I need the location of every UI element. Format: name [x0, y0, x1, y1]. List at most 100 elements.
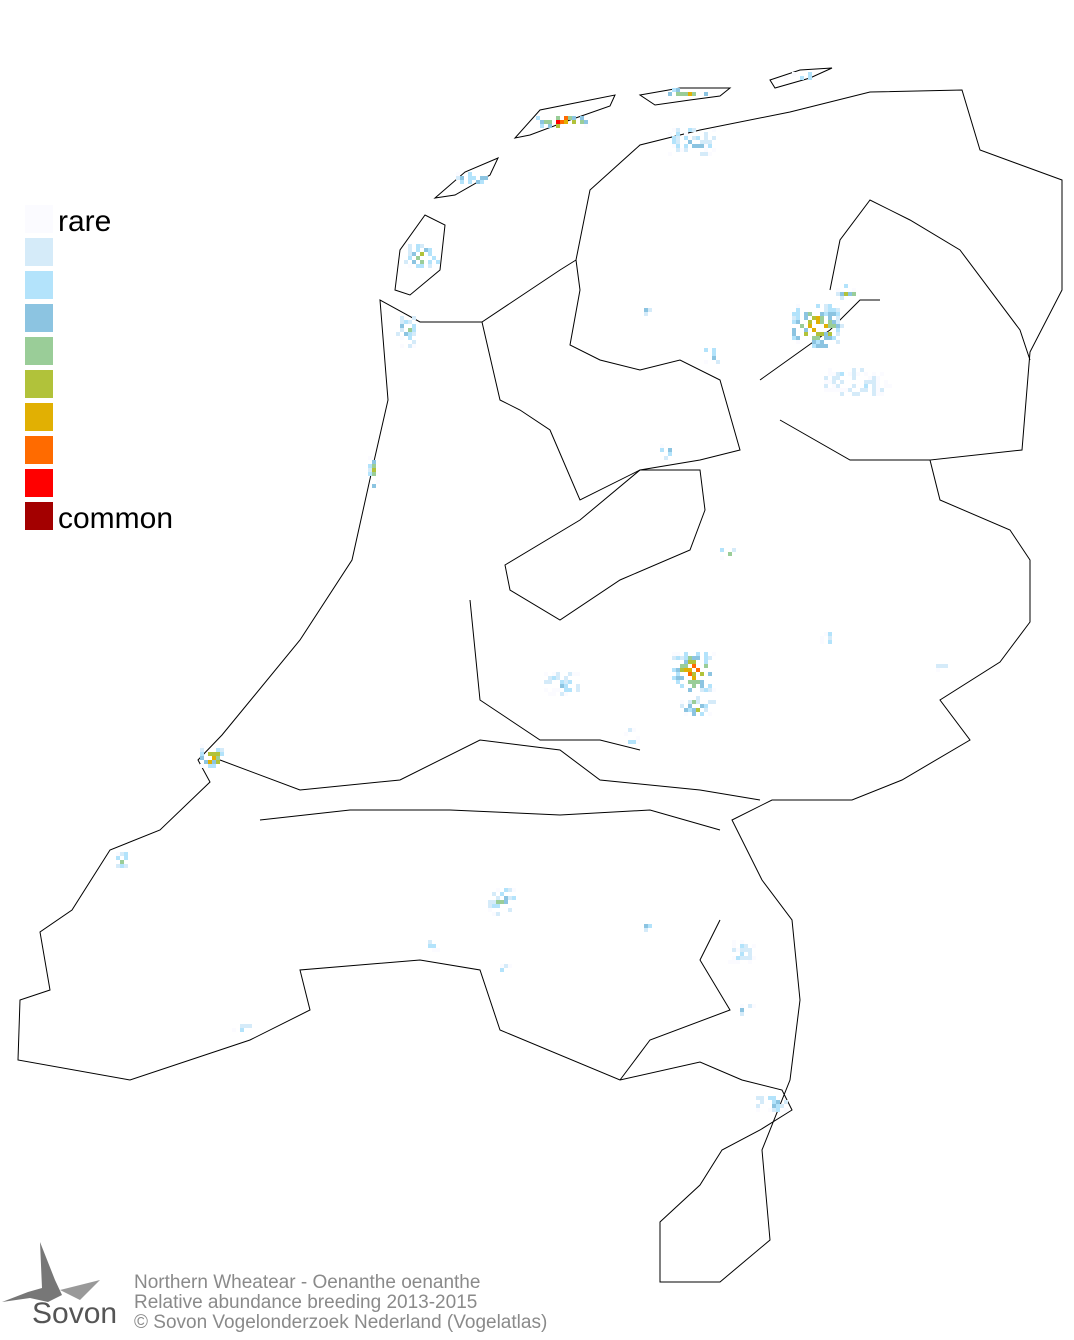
abundance-cell	[772, 1096, 776, 1100]
abundance-cell	[944, 664, 948, 668]
abundance-cell	[368, 464, 372, 468]
abundance-cell	[836, 324, 840, 328]
abundance-cell	[680, 704, 684, 708]
abundance-cell	[696, 136, 700, 140]
abundance-cell	[844, 284, 848, 288]
abundance-cell	[828, 332, 832, 336]
abundance-cell	[704, 348, 708, 352]
abundance-cell	[548, 124, 552, 128]
abundance-cell	[684, 664, 688, 668]
abundance-cell	[412, 324, 416, 328]
abundance-cell	[372, 460, 376, 464]
abundance-cell	[636, 740, 640, 744]
abundance-cell	[436, 260, 440, 264]
abundance-cell	[216, 760, 220, 764]
abundance-cell	[792, 336, 796, 340]
abundance-cell	[748, 948, 752, 952]
abundance-cell	[940, 664, 944, 668]
abundance-cell	[420, 252, 424, 256]
abundance-cell	[884, 380, 888, 384]
abundance-cell	[848, 292, 852, 296]
abundance-cell	[432, 256, 436, 260]
abundance-cell	[428, 248, 432, 252]
abundance-cell	[628, 728, 632, 732]
abundance-cell	[552, 676, 556, 680]
abundance-cell	[680, 664, 684, 668]
abundance-cell	[416, 248, 420, 252]
abundance-cell	[408, 252, 412, 256]
abundance-cell	[804, 316, 808, 320]
abundance-cell	[700, 688, 704, 692]
abundance-cell	[876, 388, 880, 392]
abundance-cell	[840, 388, 844, 392]
abundance-cell	[396, 332, 400, 336]
island-vlieland	[433, 157, 500, 199]
abundance-cell	[708, 140, 712, 144]
abundance-cell	[692, 708, 696, 712]
abundance-cell	[808, 324, 812, 328]
abundance-cell	[828, 372, 832, 376]
abundance-cell	[828, 388, 832, 392]
abundance-cell	[580, 120, 584, 124]
abundance-cell	[496, 888, 500, 892]
abundance-cell	[400, 344, 404, 348]
abundance-cell	[784, 1108, 788, 1112]
abundance-cell	[684, 652, 688, 656]
abundance-cell	[668, 448, 672, 452]
abundance-cell	[692, 144, 696, 148]
abundance-cell	[688, 688, 692, 692]
abundance-cell	[684, 660, 688, 664]
abundance-cell	[824, 324, 828, 328]
abundance-cell	[488, 904, 492, 908]
abundance-cell	[480, 176, 484, 180]
abundance-cell	[796, 316, 800, 320]
abundance-cell	[412, 328, 416, 332]
abundance-cell	[540, 124, 544, 128]
abundance-cell	[684, 136, 688, 140]
abundance-cell	[712, 128, 716, 132]
abundance-cell	[208, 752, 212, 756]
abundance-cell	[820, 332, 824, 336]
abundance-cell	[712, 652, 716, 656]
abundance-cell	[632, 728, 636, 732]
abundance-cell	[828, 640, 832, 644]
abundance-cell	[684, 144, 688, 148]
abundance-cell	[668, 132, 672, 136]
abundance-cell	[508, 964, 512, 968]
abundance-cell	[204, 760, 208, 764]
abundance-cell	[692, 656, 696, 660]
abundance-cell	[700, 684, 704, 688]
abundance-cell	[684, 656, 688, 660]
abundance-cell	[848, 388, 852, 392]
abundance-cell	[816, 320, 820, 324]
abundance-cell	[700, 140, 704, 144]
abundance-cell	[416, 244, 420, 248]
abundance-cell	[208, 764, 212, 768]
abundance-cell	[412, 252, 416, 256]
abundance-cell	[428, 944, 432, 948]
abundance-cell	[676, 676, 680, 680]
abundance-cell	[700, 704, 704, 708]
abundance-cell	[816, 340, 820, 344]
abundance-cell	[740, 948, 744, 952]
abundance-cell	[684, 708, 688, 712]
abundance-cell	[776, 1108, 780, 1112]
abundance-cell	[852, 392, 856, 396]
abundance-cell	[628, 740, 632, 744]
abundance-cell	[688, 700, 692, 704]
abundance-cell	[644, 312, 648, 316]
abundance-cell	[816, 332, 820, 336]
legend-common-label: common	[58, 502, 174, 535]
abundance-cell	[684, 712, 688, 716]
abundance-cell	[684, 92, 688, 96]
abundance-cell	[568, 672, 572, 676]
abundance-cell	[768, 1096, 772, 1100]
abundance-cell	[200, 764, 204, 768]
abundance-cell	[796, 320, 800, 324]
abundance-cell	[876, 384, 880, 388]
abundance-cell	[504, 896, 508, 900]
abundance-cell	[200, 744, 204, 748]
abundance-cell	[556, 116, 560, 120]
abundance-cell	[704, 152, 708, 156]
abundance-cell	[548, 680, 552, 684]
